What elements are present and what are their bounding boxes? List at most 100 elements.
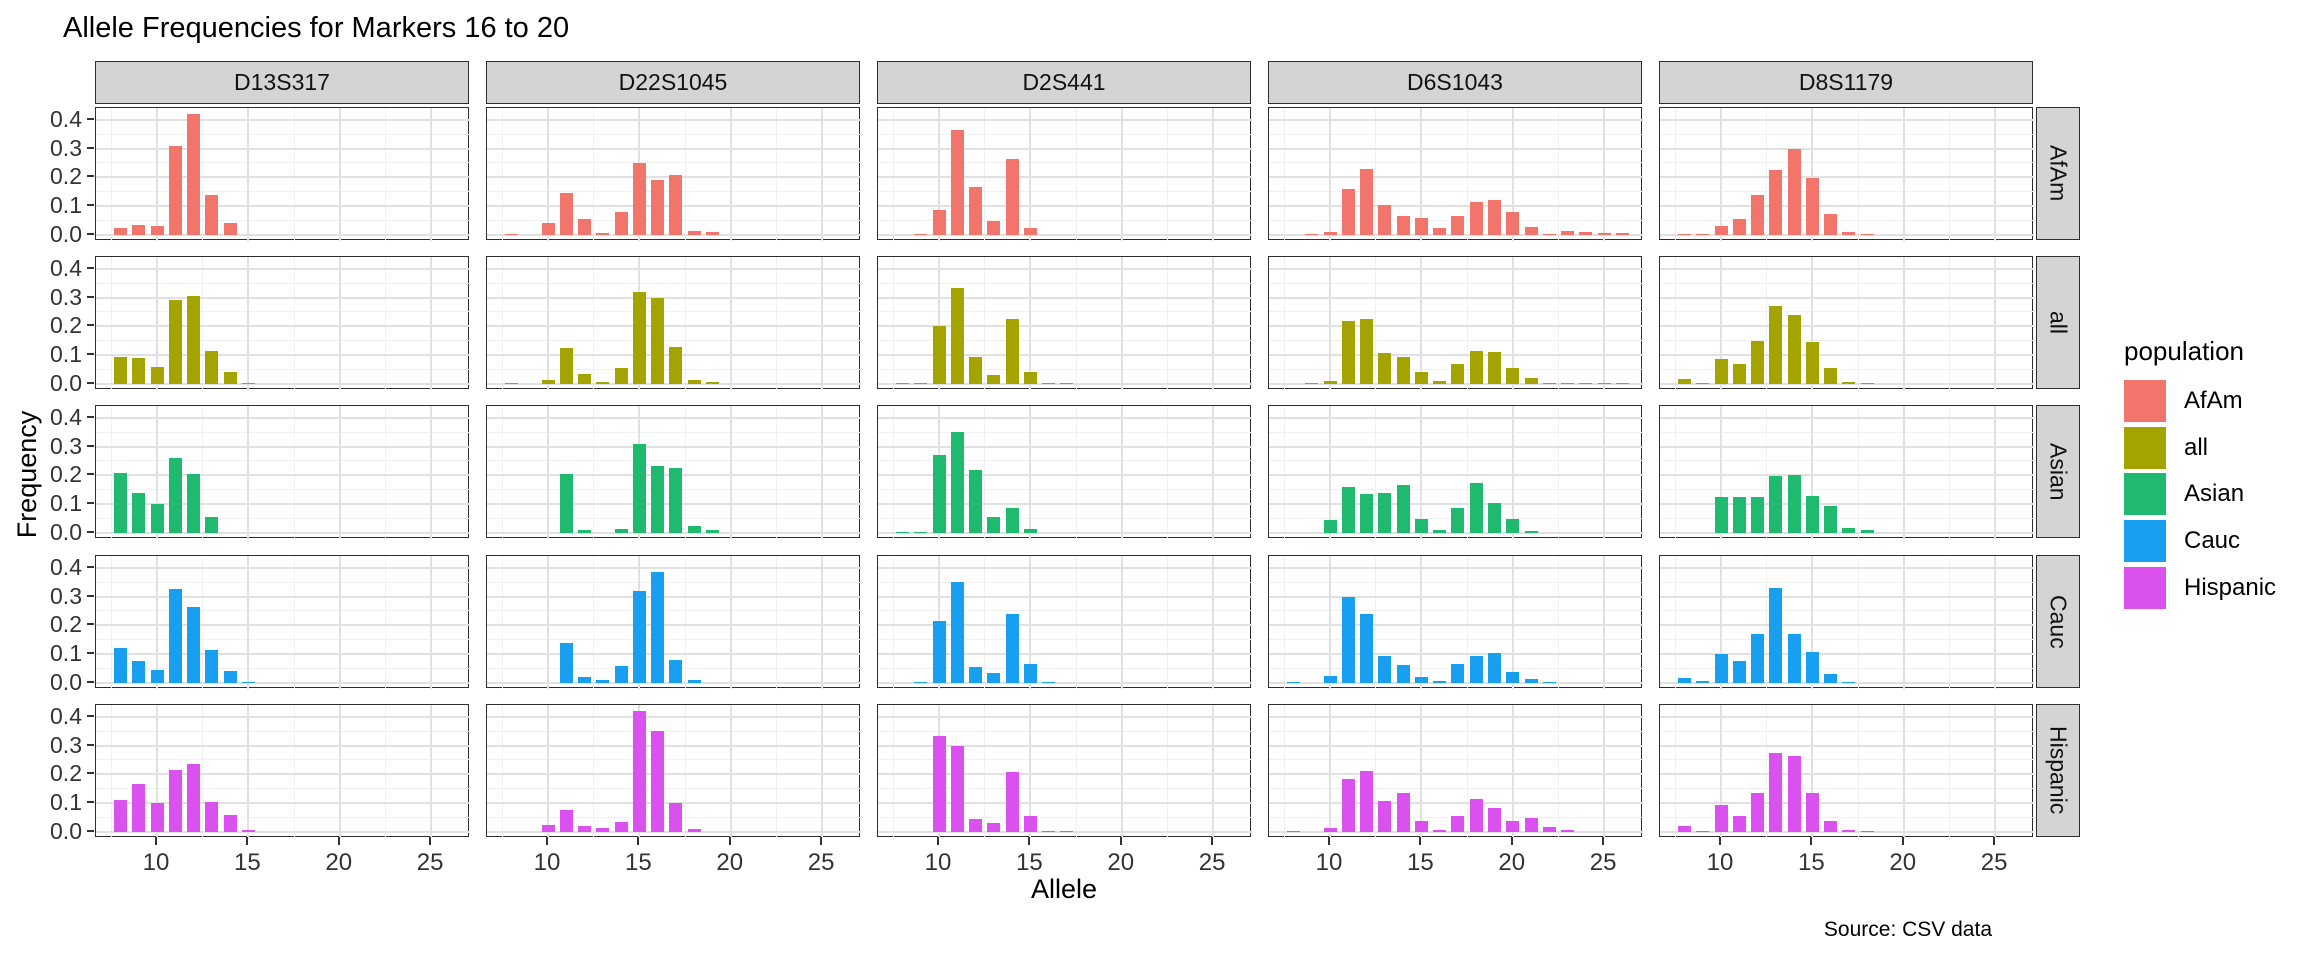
y-tick-label: 0.4: [50, 254, 82, 281]
x-tick-mark: [1602, 837, 1605, 845]
gridline-minor: [1269, 581, 1643, 583]
gridline-major: [1511, 108, 1514, 241]
y-tick-mark: [87, 295, 94, 298]
facet-row-strip: AfAm: [2036, 107, 2080, 240]
legend-item-all: all: [2124, 426, 2304, 469]
bar: [950, 287, 964, 384]
bar: [1860, 830, 1874, 832]
gridline-minor: [1557, 705, 1559, 838]
bar: [669, 174, 683, 235]
bar: [1597, 233, 1611, 235]
bar: [969, 667, 983, 683]
gridline-minor: [1466, 108, 1468, 241]
gridline-minor: [96, 639, 470, 641]
gridline-major: [96, 474, 470, 477]
gridline-minor: [1075, 705, 1077, 838]
gridline-minor: [1269, 431, 1643, 433]
bar: [1805, 495, 1819, 533]
bar: [932, 621, 946, 683]
gridline-minor: [1269, 759, 1643, 761]
gridline-minor: [1660, 282, 2034, 284]
bar: [1561, 230, 1575, 235]
bar: [632, 711, 646, 832]
bar: [1524, 678, 1538, 683]
gridline-minor: [96, 282, 470, 284]
gridline-minor: [501, 108, 503, 241]
x-tick-mark: [1419, 837, 1422, 845]
gridline-minor: [878, 610, 1252, 612]
bar: [1469, 350, 1483, 384]
bar: [1860, 529, 1874, 533]
gridline-major: [1269, 118, 1643, 121]
gridline-minor: [1269, 639, 1643, 641]
y-tick-label: 0.2: [50, 312, 82, 339]
x-tick-mark: [1119, 837, 1122, 845]
gridline-minor: [384, 108, 386, 241]
gridline-major: [487, 566, 861, 569]
bar: [1414, 677, 1428, 683]
x-tick-label: 15: [234, 849, 261, 876]
gridline-major: [1660, 147, 2034, 150]
gridline-minor: [1269, 133, 1643, 135]
bar: [1360, 318, 1374, 384]
bar: [1506, 672, 1520, 683]
bar: [632, 162, 646, 235]
gridline-minor: [1660, 788, 2034, 790]
bar: [1042, 681, 1056, 683]
gridline-minor: [1075, 257, 1077, 390]
y-tick-mark: [87, 473, 94, 476]
legend-swatch: [2124, 566, 2166, 609]
gridline-minor: [1660, 581, 2034, 583]
gridline-minor: [96, 191, 470, 193]
gridline-major: [156, 705, 159, 838]
bar: [1769, 475, 1783, 533]
x-tick-mark: [1901, 837, 1904, 845]
gridline-major: [1660, 744, 2034, 747]
gridline-major: [1660, 566, 2034, 569]
bar: [1323, 231, 1337, 235]
y-tick-label: 0.2: [50, 163, 82, 190]
gridline-major: [430, 406, 433, 539]
gridline-minor: [1660, 311, 2034, 313]
gridline-major: [878, 176, 1252, 179]
bar: [1360, 770, 1374, 832]
gridline-minor: [1766, 556, 1768, 689]
gridline-minor: [984, 556, 986, 689]
y-tick-label: 0.4: [50, 702, 82, 729]
bar: [168, 300, 182, 384]
bar: [1542, 681, 1556, 683]
gridline-major: [1902, 705, 1905, 838]
gridline-minor: [1466, 556, 1468, 689]
gridline-major: [878, 474, 1252, 477]
bar: [1469, 201, 1483, 235]
gridline-minor: [487, 581, 861, 583]
bar: [1433, 380, 1447, 384]
gridline-major: [487, 267, 861, 270]
gridline-minor: [487, 610, 861, 612]
gridline-major: [96, 354, 470, 357]
gridline-minor: [384, 406, 386, 539]
gridline-major: [96, 566, 470, 569]
gridline-major: [96, 830, 470, 833]
gridline-minor: [202, 556, 204, 689]
bar: [1805, 652, 1819, 683]
bar: [614, 821, 628, 832]
bar: [559, 193, 573, 235]
bar: [1824, 673, 1838, 683]
gridline-minor: [1660, 460, 2034, 462]
panel-D6S1043-Cauc: [1268, 555, 1643, 689]
panel-D8S1179-Hispanic: [1659, 704, 2034, 838]
bar: [987, 517, 1001, 533]
gridline-major: [96, 147, 470, 150]
bar: [687, 828, 701, 832]
gridline-minor: [984, 406, 986, 539]
bar: [578, 373, 592, 384]
bar: [987, 375, 1001, 384]
bar: [1524, 817, 1538, 832]
bar: [1341, 188, 1355, 235]
bar: [1860, 382, 1874, 384]
gridline-minor: [1075, 406, 1077, 539]
bar: [241, 830, 255, 832]
gridline-major: [1811, 406, 1814, 539]
